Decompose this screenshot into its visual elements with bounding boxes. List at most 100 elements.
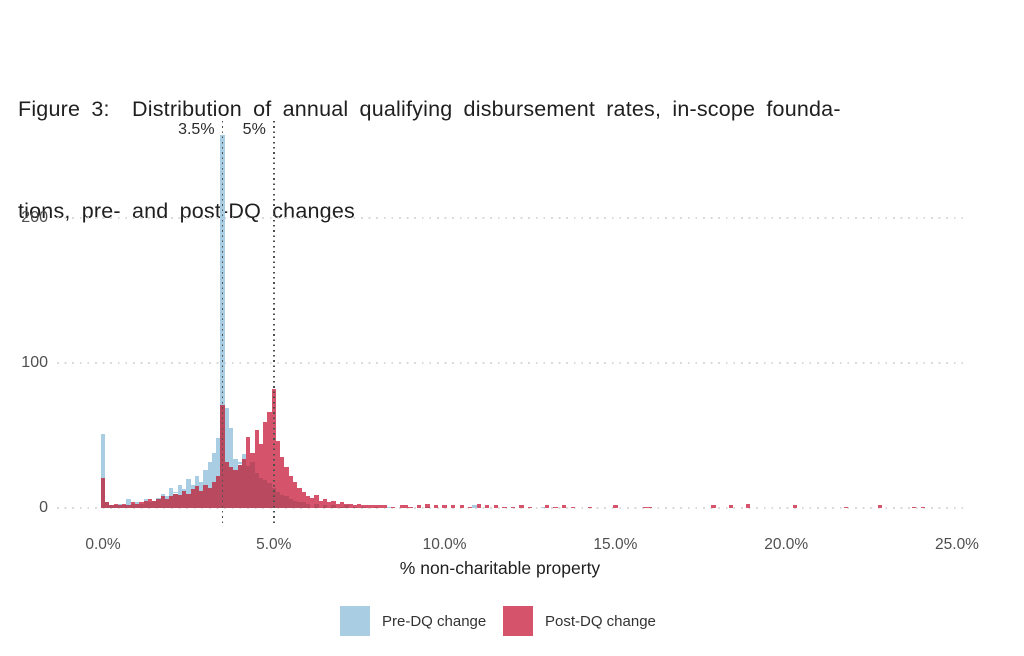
bar-post-dq: [553, 506, 558, 508]
bar-overlap: [263, 480, 268, 508]
bar-post-dq: [459, 505, 464, 508]
reference-line-3.5%: [221, 121, 224, 525]
bar-pre-dq: [241, 454, 247, 459]
bar-post-dq: [130, 502, 136, 504]
reference-label-3.5%: 3.5%: [178, 121, 215, 138]
bar-pre-dq: [190, 484, 195, 490]
bar-post-dq: [502, 506, 507, 508]
bar-overlap: [425, 506, 430, 508]
bar-overlap: [186, 493, 191, 508]
bar-pre-dq: [135, 502, 140, 504]
bar-overlap: [246, 465, 251, 508]
bar-pre-dq: [126, 499, 131, 506]
bar-post-dq: [365, 505, 370, 508]
bar-post-dq: [267, 412, 272, 484]
bar-post-dq: [468, 506, 473, 508]
bar-post-dq: [258, 444, 264, 478]
legend-label-pre-dq: Pre-DQ change: [382, 613, 487, 630]
bar-overlap: [228, 467, 234, 508]
bar-pre-dq: [194, 476, 200, 487]
bar-overlap: [164, 499, 170, 508]
bar-post-dq: [912, 506, 917, 508]
bar-overlap: [122, 505, 127, 508]
bar-overlap: [160, 496, 165, 508]
bar-overlap: [139, 503, 144, 508]
bar-post-dq: [250, 452, 255, 462]
bar-pre-dq: [472, 505, 477, 508]
bar-post-dq: [305, 496, 311, 504]
bar-post-dq: [425, 503, 430, 507]
bar-post-dq: [493, 505, 498, 508]
bar-overlap: [177, 494, 182, 508]
bar-post-dq: [335, 503, 340, 508]
bar-overlap: [113, 505, 118, 508]
bar-overlap: [374, 506, 379, 508]
bar-pre-dq: [228, 428, 234, 468]
bar-overlap: [314, 503, 319, 508]
bar-overlap: [147, 502, 153, 508]
bar-overlap: [331, 505, 336, 508]
bar-pre-dq: [199, 481, 204, 491]
bar-post-dq: [280, 457, 285, 495]
bar-post-dq: [322, 499, 328, 506]
bar-pre-dq: [386, 506, 392, 508]
bar-overlap: [216, 476, 221, 508]
bar-pre-dq: [160, 493, 165, 497]
bar-post-dq: [404, 505, 409, 508]
x-tick-label-20: 20.0%: [764, 536, 809, 553]
bar-post-dq: [301, 492, 306, 503]
bar-pre-dq: [207, 461, 212, 488]
bar-overlap: [224, 461, 229, 508]
x-tick-label-0: 0.0%: [85, 536, 121, 553]
bar-overlap: [173, 493, 178, 508]
bar-post-dq: [275, 441, 281, 493]
bar-post-dq: [297, 487, 302, 503]
bar-pre-dq: [203, 470, 208, 485]
reference-line-5%: [273, 121, 275, 525]
bar-post-dq: [792, 505, 797, 508]
bar-overlap: [152, 500, 157, 508]
bar-post-dq: [519, 505, 524, 508]
bar-post-dq: [544, 505, 550, 508]
bar-overlap: [117, 505, 123, 508]
bar-post-dq: [433, 505, 439, 508]
bar-post-dq: [344, 503, 349, 506]
bar-overlap: [322, 505, 328, 508]
bar-pre-dq: [181, 489, 187, 491]
y-tick-label-200: 200: [21, 209, 48, 226]
bar-overlap: [339, 506, 345, 508]
bar-pre-dq: [237, 461, 242, 465]
bar-post-dq: [613, 505, 618, 508]
bar-overlap: [254, 473, 259, 508]
bar-overlap: [250, 461, 255, 508]
y-gridline-0: [57, 507, 963, 509]
bar-overlap: [100, 477, 106, 508]
bar-overlap: [194, 486, 200, 508]
bar-pre-dq: [143, 499, 148, 501]
bar-overlap: [284, 496, 289, 508]
bar-post-dq: [527, 506, 533, 508]
bar-pre-dq: [173, 492, 178, 494]
bar-pre-dq: [169, 487, 174, 497]
bar-post-dq: [374, 505, 379, 507]
bar-post-dq: [485, 505, 490, 508]
bar-post-dq: [408, 506, 413, 508]
bar-pre-dq: [224, 407, 229, 462]
y-gridline-200: [57, 217, 963, 219]
bar-overlap: [109, 505, 114, 508]
figure-caption-line-2: tions, pre- and post-DQ changes: [18, 199, 355, 223]
bar-pre-dq: [164, 496, 170, 500]
bar-post-dq: [510, 506, 516, 508]
bar-overlap: [267, 483, 272, 508]
bar-pre-dq: [177, 484, 182, 495]
bar-overlap: [181, 490, 187, 508]
bar-post-dq: [147, 499, 153, 503]
bar-pre-dq: [156, 497, 161, 500]
bar-overlap: [233, 470, 238, 508]
legend-label-post-dq: Post-DQ change: [545, 613, 656, 630]
bar-post-dq: [318, 500, 323, 508]
bar-overlap: [237, 464, 242, 508]
bar-post-dq: [314, 494, 319, 504]
bar-post-dq: [352, 505, 358, 507]
bar-overlap: [293, 500, 298, 508]
